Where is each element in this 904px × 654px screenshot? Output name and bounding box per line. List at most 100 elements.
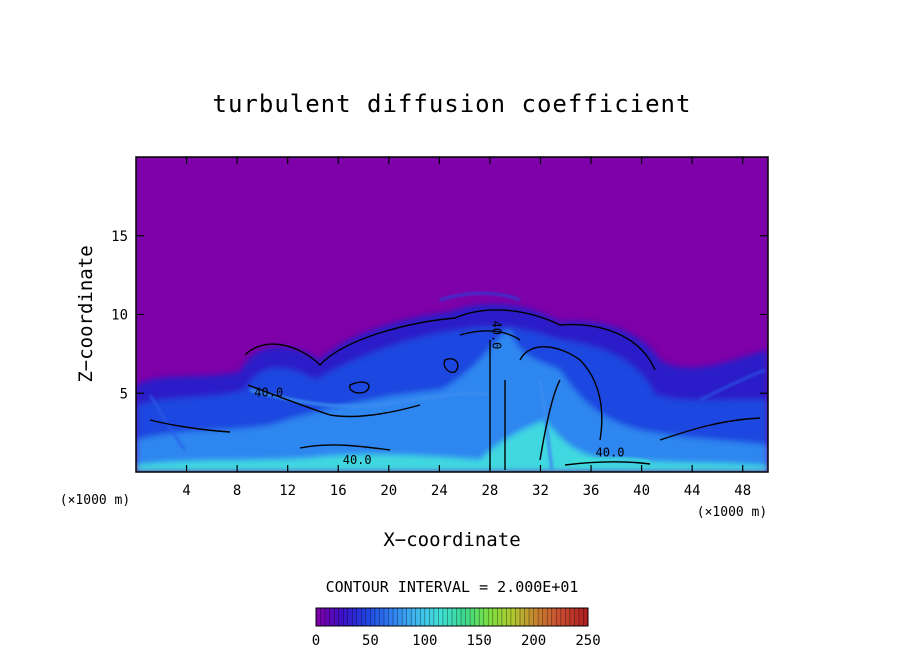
x-tick-label: 48 [734, 483, 751, 499]
colorbar-stripe [325, 608, 330, 626]
y-tick-label: 10 [111, 308, 128, 324]
colorbar-stripe [343, 608, 349, 626]
colorbar-stripe [470, 608, 475, 626]
colorbar [315, 607, 589, 627]
x-tick-label: 4 [182, 483, 190, 499]
colorbar-stripe [442, 608, 448, 626]
colorbar-stripe [424, 608, 430, 626]
x-tick-label: 28 [481, 483, 498, 499]
colorbar-tick-label: 150 [467, 633, 492, 649]
colorbar-stripe [578, 608, 584, 626]
colorbar-tick-label: 50 [362, 633, 379, 649]
colorbar-stripe [583, 608, 589, 626]
x-tick-label: 40 [633, 483, 650, 499]
colorbar-stripe [361, 608, 367, 626]
colorbar-stripe [316, 608, 321, 626]
colorbar-stripe [542, 608, 548, 626]
colorbar-stripe [556, 608, 562, 626]
colorbar-stripe [415, 608, 421, 626]
colorbar-stripe [533, 608, 539, 626]
colorbar-frame [315, 607, 589, 627]
colorbar-stripe [388, 608, 394, 626]
x-tick-label: 8 [233, 483, 241, 499]
colorbar-stripe [483, 608, 489, 626]
y-axis-ticks: 5 10 15 [111, 229, 768, 402]
y-tick-label: 15 [111, 229, 128, 245]
colorbar-stripe [374, 608, 380, 626]
x-tick-label: 44 [684, 483, 701, 499]
colorbar-stripe [488, 608, 494, 626]
colorbar-stripe [397, 608, 403, 626]
colorbar-stripe [411, 608, 417, 626]
x-unit-label-left: (×1000 m) [60, 493, 130, 508]
colorbar-tick-labels: 0 50 100 150 200 250 [312, 633, 601, 649]
colorbar-tick-label: 200 [521, 633, 546, 649]
colorbar-stripe [479, 608, 485, 626]
colorbar-stripe [370, 608, 376, 626]
x-tick-label: 16 [330, 483, 347, 499]
turbulence-region [136, 303, 768, 472]
colorbar-stripe [529, 608, 534, 626]
colorbar-stripe [320, 608, 326, 626]
colorbar-tick-label: 0 [312, 633, 320, 649]
x-axis-label: X−coordinate [383, 529, 520, 551]
colorbar-stripe [393, 608, 398, 626]
colorbar-stripe [433, 608, 439, 626]
colorbar-stripe [569, 608, 575, 626]
colorbar-stripe [565, 608, 571, 626]
colorbar-stripe [365, 608, 371, 626]
colorbar-stripe [574, 608, 580, 626]
colorbar-stripe [465, 608, 471, 626]
colorbar-stripe [520, 608, 525, 626]
colorbar-stripe [438, 608, 444, 626]
colorbar-stripe [456, 608, 462, 626]
x-tick-label: 24 [431, 483, 448, 499]
colorbar-stripe [379, 608, 385, 626]
contour-label: 40.0 [489, 321, 503, 350]
x-tick-label: 20 [380, 483, 397, 499]
colorbar-stripe [461, 608, 466, 626]
contour-label: 40.0 [596, 445, 625, 459]
contour-labels: 40.0 40.0 40.0 40.0 [254, 321, 624, 468]
colorbar-stripe [429, 608, 435, 626]
x-unit-label-right: (×1000 m) [697, 505, 767, 520]
colorbar-tick-label: 100 [412, 633, 437, 649]
colorbar-stripe [497, 608, 503, 626]
y-axis-label: Z−coordinate [75, 245, 97, 382]
colorbar-stripe [406, 608, 412, 626]
colorbar-stripe [501, 608, 507, 626]
contour-label: 40.0 [254, 385, 283, 399]
colorbar-stripe [452, 608, 457, 626]
colorbar-stripe [356, 608, 362, 626]
colorbar-stripe [506, 608, 512, 626]
chart-title: turbulent diffusion coefficient [213, 90, 692, 118]
colorbar-stripe [402, 608, 407, 626]
x-tick-label: 32 [532, 483, 549, 499]
colorbar-stripe [329, 608, 335, 626]
heatmap-field: 40.0 40.0 40.0 40.0 [136, 157, 768, 472]
contour-lines [149, 309, 761, 470]
colorbar-stripe [492, 608, 498, 626]
colorbar-stripe [547, 608, 553, 626]
colorbar-stripe [420, 608, 426, 626]
colorbar-tick-label: 250 [575, 633, 600, 649]
colorbar-stripe [334, 608, 339, 626]
colorbar-stripe [551, 608, 557, 626]
colorbar-stripe [447, 608, 453, 626]
y-tick-label: 5 [120, 386, 128, 402]
colorbar-stripe [510, 608, 516, 626]
x-tick-label: 12 [279, 483, 296, 499]
colorbar-stripe [538, 608, 543, 626]
colorbar-stripe [384, 608, 389, 626]
colorbar-stripe [347, 608, 353, 626]
colorbar-stripe [352, 608, 358, 626]
colorbar-stripe [338, 608, 344, 626]
colorbar-stripe [515, 608, 521, 626]
contour-label: 40.0 [343, 453, 372, 467]
contour-interval-label: CONTOUR INTERVAL = 2.000E+01 [326, 578, 579, 596]
colorbar-stripe [560, 608, 566, 626]
colorbar-stripe [474, 608, 480, 626]
x-axis-ticks: 4 8 12 16 20 24 28 32 36 40 44 48 [182, 157, 751, 499]
colorbar-stripe [524, 608, 530, 626]
